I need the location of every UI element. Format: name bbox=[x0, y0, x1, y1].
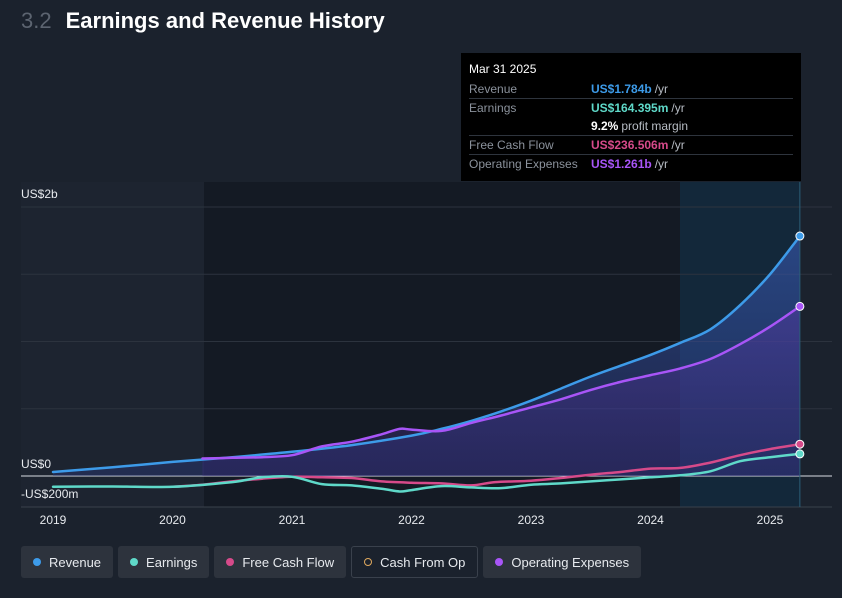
tooltip-label: Operating Expenses bbox=[469, 157, 578, 171]
y-tick-label: US$2b bbox=[21, 187, 58, 201]
tooltip-unit: /yr bbox=[671, 101, 685, 115]
tooltip-unit: /yr bbox=[654, 157, 669, 171]
legend-dot-icon bbox=[364, 558, 373, 566]
x-tick-label: 2024 bbox=[637, 513, 664, 527]
legend-item-operating-expenses[interactable]: Operating Expenses bbox=[483, 546, 642, 578]
y-tick-label: US$0 bbox=[21, 457, 51, 471]
tooltip-row-revenue: Revenue US$1.784b /yr bbox=[469, 80, 793, 98]
legend-item-cash-from-op[interactable]: Cash From Op bbox=[351, 546, 479, 578]
section-number: 3.2 bbox=[21, 8, 52, 33]
legend-dot-icon bbox=[495, 558, 504, 566]
x-tick-label: 2019 bbox=[40, 513, 67, 527]
tooltip-row-earnings: Earnings US$164.395m /yr bbox=[469, 98, 793, 117]
plot-shade-past bbox=[21, 182, 204, 507]
earnings-line[interactable] bbox=[51, 452, 802, 493]
chart-title: Earnings and Revenue History bbox=[65, 8, 385, 33]
legend-item-revenue[interactable]: Revenue bbox=[21, 546, 114, 578]
legend-label: Cash From Op bbox=[380, 554, 466, 570]
tooltip-row-opex: Operating Expenses US$1.261b /yr bbox=[469, 154, 793, 173]
tooltip-label: Free Cash Flow bbox=[469, 138, 554, 152]
operating-expenses-area bbox=[202, 306, 800, 476]
tooltip-unit: /yr bbox=[671, 138, 685, 152]
legend-item-earnings[interactable]: Earnings bbox=[118, 546, 210, 578]
operating-expenses-line[interactable] bbox=[201, 305, 802, 460]
tooltip-value: US$1.261b bbox=[591, 157, 652, 171]
tooltip-unit: profit margin bbox=[621, 119, 689, 133]
y-tick-label: -US$200m bbox=[21, 487, 78, 501]
header: 3.2 Earnings and Revenue History bbox=[21, 8, 385, 34]
legend-dot-icon bbox=[130, 558, 139, 566]
tooltip-label: Earnings bbox=[469, 101, 517, 115]
legend: Revenue Earnings Free Cash Flow Cash Fro… bbox=[21, 546, 642, 578]
legend-label: Earnings bbox=[146, 554, 198, 570]
legend-label: Operating Expenses bbox=[511, 554, 630, 570]
tooltip-unit: /yr bbox=[654, 82, 669, 96]
legend-label: Revenue bbox=[49, 554, 102, 570]
x-tick-label: 2023 bbox=[518, 513, 545, 527]
tooltip-value: US$164.395m bbox=[591, 101, 669, 115]
legend-dot-icon bbox=[226, 558, 235, 566]
tooltip-row-fcf: Free Cash Flow US$236.506m /yr bbox=[469, 135, 793, 154]
series-markers bbox=[795, 231, 805, 459]
series-areas bbox=[53, 236, 800, 476]
legend-dot-icon bbox=[33, 558, 41, 566]
x-tick-label: 2022 bbox=[398, 513, 425, 527]
series-lines bbox=[51, 234, 802, 493]
legend-label: Free Cash Flow bbox=[242, 554, 335, 570]
x-tick-label: 2025 bbox=[757, 513, 784, 527]
revenue-marker[interactable] bbox=[795, 231, 805, 241]
tooltip-value: US$236.506m bbox=[591, 138, 669, 152]
tooltip: Mar 31 2025 Revenue US$1.784b /yr Earnin… bbox=[461, 53, 801, 181]
tooltip-label: Revenue bbox=[469, 82, 518, 96]
x-tick-label: 2020 bbox=[159, 513, 186, 527]
x-tick-label: 2021 bbox=[279, 513, 306, 527]
tooltip-date: Mar 31 2025 bbox=[469, 62, 537, 76]
y-axis: US$2b US$0 -US$200m bbox=[21, 187, 78, 501]
x-axis: 2019 2020 2021 2022 2023 2024 2025 bbox=[40, 513, 784, 527]
tooltip-row-margin: 9.2% profit margin bbox=[469, 117, 793, 135]
legend-item-free-cash-flow[interactable]: Free Cash Flow bbox=[214, 546, 347, 578]
earnings-marker[interactable] bbox=[795, 449, 805, 459]
tooltip-value: 9.2% bbox=[591, 119, 619, 133]
tooltip-value: US$1.784b bbox=[591, 82, 652, 96]
tooltip-label bbox=[469, 117, 591, 135]
operating-expenses-marker[interactable] bbox=[795, 301, 805, 311]
free-cash-flow-marker[interactable] bbox=[795, 439, 805, 449]
